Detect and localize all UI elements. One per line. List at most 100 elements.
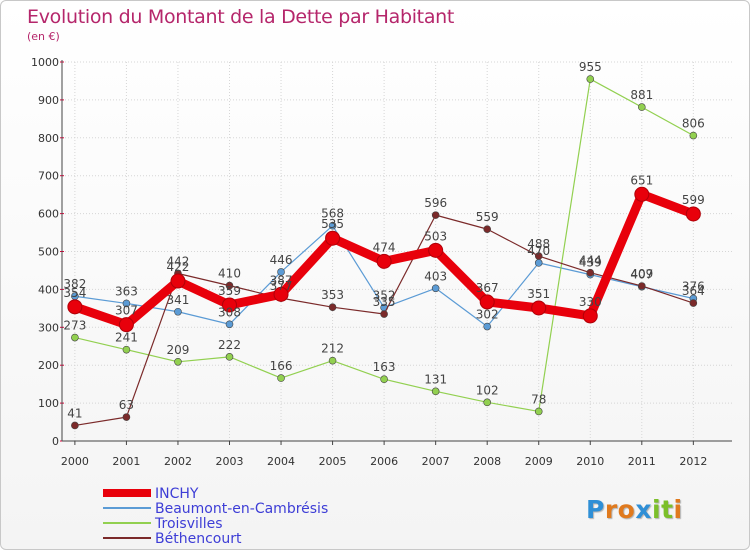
data-label-troisvilles: 241	[115, 331, 138, 345]
data-point-b-thencourt	[689, 299, 698, 307]
data-point-b-thencourt	[380, 310, 388, 318]
data-label-troisvilles: 163	[373, 360, 396, 374]
y-tick-label: 400	[38, 283, 59, 296]
y-tick-label: 300	[38, 321, 59, 334]
x-tick-label: 2009	[525, 455, 553, 468]
data-label-inchy: 367	[476, 281, 499, 295]
data-label-beaumont-en-cambr-sis: 352	[373, 289, 396, 303]
data-point-troisvilles	[689, 131, 698, 140]
data-label-beaumont-en-cambr-sis: 568	[321, 207, 344, 221]
x-tick-label: 2006	[370, 455, 398, 468]
data-label-b-thencourt: 488	[527, 237, 550, 251]
data-point-troisvilles	[225, 353, 234, 361]
data-label-b-thencourt: 364	[682, 284, 705, 298]
legend: INCHYBeaumont-en-CambrésisTroisvillesBét…	[103, 486, 328, 547]
data-label-inchy: 474	[373, 240, 396, 254]
data-label-b-thencourt: 444	[579, 254, 602, 268]
data-point-beaumont-en-cambr-sis	[483, 322, 491, 331]
data-point-inchy	[273, 286, 289, 302]
data-label-inchy: 359	[218, 284, 241, 298]
data-point-troisvilles	[71, 333, 79, 342]
data-label-b-thencourt: 377	[270, 279, 293, 293]
data-label-troisvilles: 273	[63, 319, 86, 333]
x-tick-label: 2010	[576, 455, 604, 468]
axes: 0 100 200 300 400 500 600 700 800 900 1000 2000 2001…	[31, 56, 732, 468]
data-label-inchy: 387	[270, 273, 293, 287]
data-label-beaumont-en-cambr-sis: 470	[527, 244, 550, 258]
grid	[62, 61, 732, 442]
x-tick-label: 2002	[164, 455, 192, 468]
data-point-beaumont-en-cambr-sis	[174, 307, 182, 316]
data-point-inchy	[325, 230, 341, 246]
data-point-b-thencourt	[328, 303, 337, 312]
x-tick-label: 2011	[628, 455, 656, 468]
data-point-beaumont-en-cambr-sis	[277, 268, 285, 276]
legend-label-inchy: INCHY	[155, 486, 199, 502]
data-point-inchy	[479, 294, 495, 310]
data-point-inchy	[685, 206, 701, 222]
data-point-inchy	[582, 308, 598, 324]
series-layer	[67, 75, 701, 430]
data-label-troisvilles: 212	[321, 342, 344, 356]
data-label-beaumont-en-cambr-sis: 446	[270, 253, 293, 267]
data-label-beaumont-en-cambr-sis: 403	[424, 269, 447, 283]
labels-layer: 382 363 341 308 446 568 352 403 302 470 439 407 376 2…	[63, 60, 704, 420]
y-tick-label: 500	[38, 246, 59, 259]
data-point-beaumont-en-cambr-sis	[122, 299, 131, 308]
data-label-inchy: 503	[424, 229, 447, 243]
data-label-beaumont-en-cambr-sis: 439	[579, 256, 602, 270]
data-label-b-thencourt: 410	[218, 267, 241, 281]
data-point-troisvilles	[483, 398, 491, 407]
x-tick-label: 2005	[319, 455, 347, 468]
x-tick-label: 2012	[679, 455, 707, 468]
legend-label-b-thencourt: Béthencourt	[155, 531, 242, 547]
data-label-troisvilles: 209	[167, 343, 190, 357]
data-label-b-thencourt: 41	[67, 406, 82, 420]
data-label-b-thencourt: 596	[424, 196, 447, 210]
data-label-beaumont-en-cambr-sis: 407	[630, 268, 653, 282]
data-point-troisvilles	[380, 375, 388, 384]
data-point-b-thencourt	[638, 282, 646, 290]
data-label-inchy: 535	[321, 217, 344, 231]
data-point-b-thencourt	[225, 281, 234, 290]
data-label-b-thencourt: 63	[119, 398, 134, 412]
y-tick-label: 1000	[31, 56, 59, 69]
data-point-troisvilles	[122, 345, 131, 354]
y-tick-label: 200	[38, 359, 59, 372]
data-point-b-thencourt	[71, 421, 79, 430]
data-point-inchy	[118, 317, 134, 333]
data-point-troisvilles	[174, 357, 182, 366]
data-label-b-thencourt: 559	[476, 210, 499, 224]
data-label-troisvilles: 102	[476, 383, 499, 397]
data-label-troisvilles: 166	[270, 359, 293, 373]
data-point-b-thencourt	[122, 413, 131, 421]
data-label-beaumont-en-cambr-sis: 341	[167, 293, 190, 307]
data-point-inchy	[67, 299, 83, 315]
data-label-beaumont-en-cambr-sis: 363	[115, 284, 138, 298]
data-point-inchy	[428, 242, 444, 258]
data-label-troisvilles: 78	[531, 392, 546, 406]
data-point-troisvilles	[638, 103, 646, 111]
chart-title: Evolution du Montant de la Dette par Hab…	[27, 6, 455, 28]
data-label-inchy: 422	[167, 260, 190, 274]
chart-subtitle: (en €)	[27, 30, 60, 43]
data-point-inchy	[222, 297, 237, 313]
data-label-troisvilles: 806	[682, 117, 705, 131]
y-tick-label: 0	[52, 435, 59, 448]
x-tick-label: 2001	[112, 455, 140, 468]
data-label-inchy: 651	[630, 173, 653, 187]
legend-label-troisvilles: Troisvilles	[154, 516, 223, 532]
y-tick-label: 900	[38, 94, 59, 107]
y-tick-label: 600	[38, 208, 59, 221]
data-point-troisvilles	[586, 75, 595, 83]
data-label-inchy: 351	[527, 287, 550, 301]
data-point-beaumont-en-cambr-sis	[328, 221, 337, 230]
data-point-inchy	[170, 273, 186, 289]
data-point-troisvilles	[328, 356, 337, 365]
y-tick-label: 800	[38, 132, 59, 145]
data-point-troisvilles	[534, 407, 543, 416]
data-point-b-thencourt	[586, 268, 595, 277]
x-tick-label: 2000	[61, 455, 89, 468]
data-point-inchy	[634, 186, 650, 202]
